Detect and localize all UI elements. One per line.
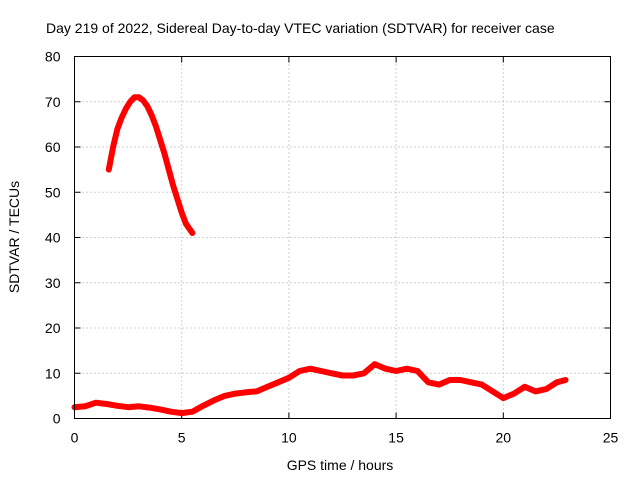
x-tick-label: 10 xyxy=(281,430,297,446)
y-axis-label: SDTVAR / TECUs xyxy=(6,181,22,293)
series-line-upper-arc xyxy=(105,94,196,236)
y-tick-label: 70 xyxy=(45,94,61,110)
grid xyxy=(74,56,611,419)
series-line-lower-band xyxy=(71,361,569,417)
x-axis-label: GPS time / hours xyxy=(287,457,394,473)
x-tick-label: 20 xyxy=(496,430,512,446)
y-tick-label: 40 xyxy=(45,230,61,246)
y-tick-label: 50 xyxy=(45,184,61,200)
x-tick-label: 0 xyxy=(71,430,79,446)
y-tick-label: 20 xyxy=(45,320,61,336)
y-tick-label: 0 xyxy=(53,411,61,427)
y-tick-label: 30 xyxy=(45,275,61,291)
y-tick-label: 60 xyxy=(45,139,61,155)
y-tick-label: 10 xyxy=(45,365,61,381)
y-tick-label: 80 xyxy=(45,49,61,65)
x-tick-label: 15 xyxy=(388,430,404,446)
chart-title: Day 219 of 2022, Sidereal Day-to-day VTE… xyxy=(46,20,555,36)
plot-area xyxy=(71,94,569,417)
x-tick-label: 5 xyxy=(178,430,186,446)
x-tick-label: 25 xyxy=(603,430,619,446)
axis-ticks: 0 5 10 15 20 25 0 10 20 30 40 50 60 70 80 xyxy=(45,49,619,446)
plot-frame xyxy=(74,56,611,419)
